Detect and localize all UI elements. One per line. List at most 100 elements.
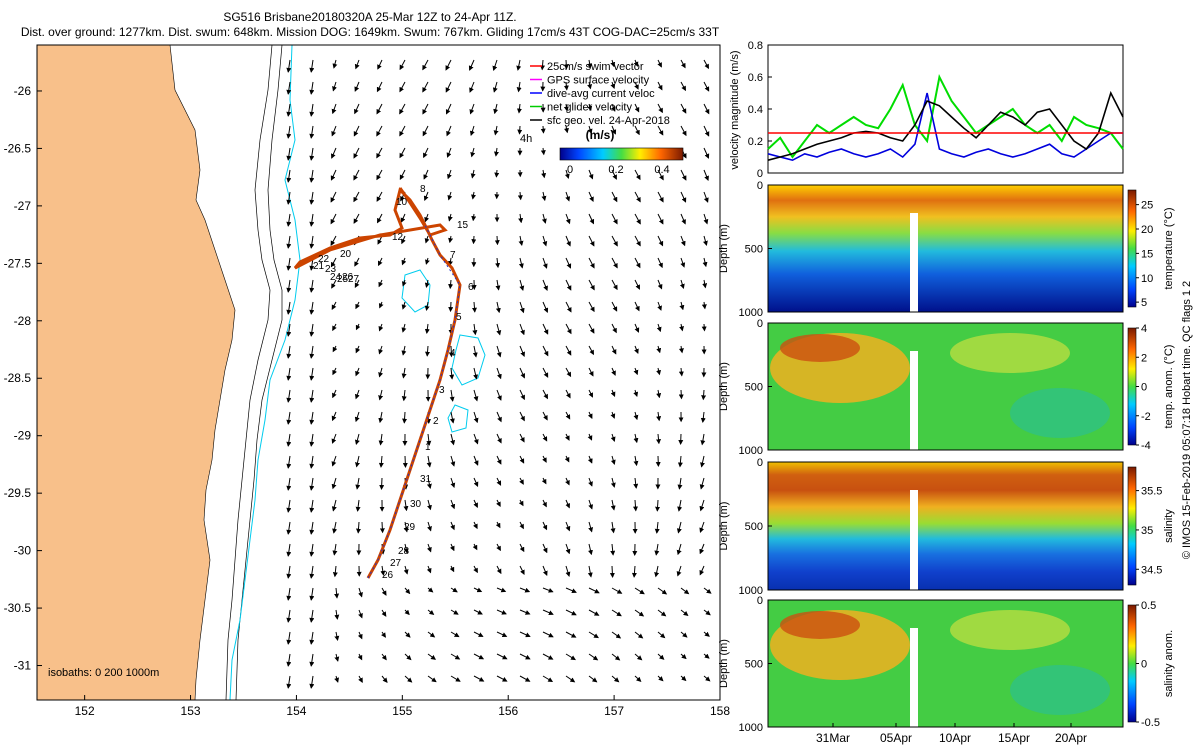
vector-arrow [680, 125, 687, 137]
vector-arrow [334, 587, 340, 599]
vector-arrow [493, 147, 499, 157]
vector-arrow [496, 455, 502, 465]
vector-arrow [376, 103, 383, 115]
vector-arrow [519, 301, 525, 314]
vector-arrow [332, 367, 337, 376]
vector-arrow [471, 213, 477, 222]
vector-arrow [542, 345, 549, 357]
vector-arrow [469, 125, 475, 137]
vector-arrow [611, 587, 623, 594]
vector-arrow [565, 521, 571, 532]
vector-arrow [657, 587, 668, 595]
vector-arrow [401, 389, 407, 402]
track-day-label: 29 [404, 522, 416, 533]
vector-arrow [542, 631, 554, 638]
vector-arrow [401, 235, 406, 245]
vector-arrow [519, 477, 524, 485]
vector-arrow [424, 279, 430, 288]
vector-arrow [422, 81, 429, 93]
vector-arrow [496, 609, 507, 615]
vector-arrow [376, 169, 383, 181]
vector-arrow [542, 323, 549, 335]
vector-arrow [378, 301, 384, 309]
vector-arrow [309, 103, 315, 117]
vector-arrow [377, 59, 383, 70]
depth-ylabel: Depth (m) [718, 502, 730, 551]
vector-arrow [427, 499, 432, 511]
vector-arrow [448, 301, 454, 313]
vector-arrow [541, 191, 547, 202]
vector-arrow [404, 587, 411, 595]
vector-arrow [494, 235, 500, 246]
vector-arrow [634, 609, 645, 617]
date-tick-label: 05Apr [880, 731, 912, 745]
vector-arrow [519, 389, 525, 401]
vector-arrow [376, 81, 383, 93]
depth-ylabel: Depth (m) [718, 224, 730, 273]
depth-tick-label: 1000 [739, 307, 763, 319]
vector-arrow [565, 499, 571, 509]
vector-arrow [445, 103, 452, 115]
map-panel: 152 153 154 155 156 157 158 -26-26.5-27-27.5-2… [4, 44, 730, 718]
vector-arrow [450, 675, 461, 682]
lon-tick-label: 152 [75, 704, 95, 718]
vector-arrow [676, 521, 682, 534]
vector-arrow [610, 433, 616, 442]
vector-arrow [518, 213, 524, 224]
scale-label: 4h [520, 133, 532, 145]
vector-arrow [354, 389, 360, 400]
vector-arrow [657, 169, 664, 181]
eddy-contour-1 [401, 269, 431, 313]
vector-arrow [634, 191, 641, 203]
vector-arrow [656, 323, 662, 333]
isobath-200m [225, 44, 273, 701]
vector-arrow [378, 279, 384, 288]
vector-arrow [657, 279, 663, 290]
vector-arrow [609, 565, 615, 578]
vector-arrow [703, 169, 709, 182]
vector-arrow [330, 169, 337, 181]
vector-arrow [565, 345, 572, 356]
vector-arrow [286, 455, 292, 469]
vel-ytick-label: 0.8 [748, 40, 763, 52]
vector-arrow [286, 169, 292, 183]
vector-arrow [334, 675, 340, 683]
vector-arrow [588, 521, 594, 533]
vector-arrow [542, 455, 547, 463]
vector-arrow [381, 631, 386, 638]
vector-arrow [309, 433, 315, 447]
vector-arrow [309, 543, 315, 557]
vector-arrow [565, 411, 571, 420]
vector-arrow [610, 521, 616, 534]
vector-arrow [565, 323, 572, 335]
vector-arrow [473, 675, 485, 682]
lat-tick-label: -28 [14, 314, 32, 328]
vector-arrow [656, 345, 662, 354]
vector-arrow [381, 587, 387, 596]
vector-arrow [473, 521, 478, 530]
vector-arrow [332, 521, 338, 534]
vector-arrow [309, 675, 315, 689]
vector-arrow [496, 631, 508, 637]
colorbar-tick-label: -4 [1141, 440, 1151, 452]
vector-arrow [679, 301, 685, 311]
vector-arrow [399, 169, 406, 180]
vector-arrow [493, 103, 499, 115]
vector-arrow [610, 411, 616, 419]
vector-arrow [634, 301, 640, 312]
vector-arrow [496, 323, 502, 336]
speed-colorbar [559, 147, 684, 161]
vector-arrow [470, 147, 476, 158]
vector-arrow [286, 587, 292, 601]
vector-arrow [330, 191, 337, 203]
vector-arrow [493, 125, 499, 136]
vector-arrow [565, 543, 571, 555]
colorbar-tick-label: 0 [1141, 382, 1147, 394]
anomaly-blob [950, 333, 1070, 373]
vector-arrow [286, 235, 292, 249]
vector-arrow [450, 433, 456, 446]
vector-arrow [448, 345, 454, 358]
legend-label: net glider velocity [547, 102, 632, 114]
vector-arrow [611, 169, 617, 180]
